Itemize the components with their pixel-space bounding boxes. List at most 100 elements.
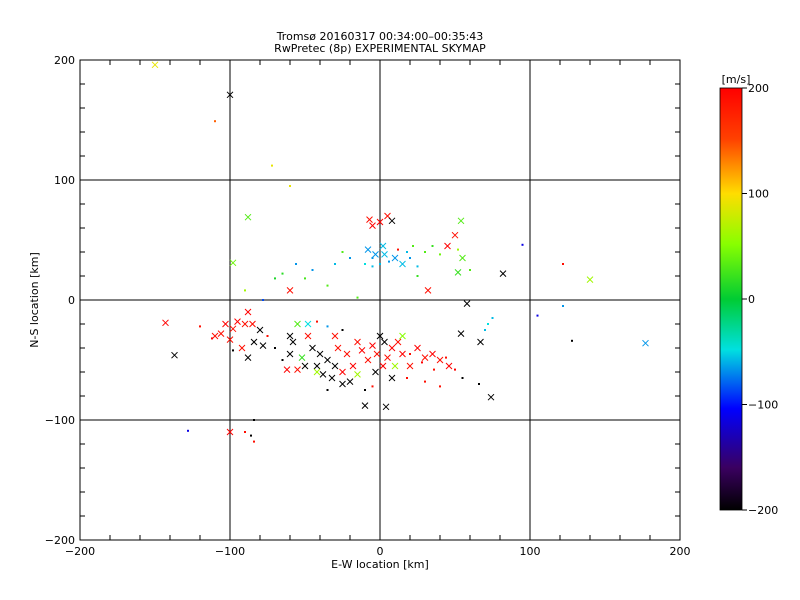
data-point-cross [244, 213, 252, 221]
data-point-cross [241, 320, 249, 328]
data-point-cross [391, 254, 399, 262]
cross-stroke [445, 362, 453, 370]
data-point-cross [388, 217, 396, 225]
cross-stroke [354, 371, 361, 378]
data-point-cross [250, 338, 258, 346]
colorbar: [m/s] 200 100 0 −100 −200 [719, 73, 778, 517]
data-point-cross [586, 276, 594, 283]
cross-stroke [249, 320, 256, 328]
data-point-cross [445, 362, 453, 370]
cross-stroke [226, 336, 234, 343]
cross-stroke [424, 287, 432, 294]
data-point-cross [256, 326, 264, 334]
data-point-dot [289, 185, 291, 187]
data-point-cross [234, 318, 241, 325]
cross-stroke [259, 342, 267, 349]
cross-stroke [372, 251, 379, 258]
data-point-cross [372, 368, 379, 376]
data-point-cross [369, 222, 376, 229]
cross-stroke [229, 259, 237, 267]
data-point-dot [271, 164, 273, 167]
data-point-dot [281, 359, 284, 361]
data-point-cross [151, 61, 159, 69]
data-point-dot [562, 305, 564, 307]
data-point-dot [388, 260, 390, 263]
data-point-cross [424, 287, 432, 294]
cross-stroke [151, 61, 159, 69]
data-point-cross [381, 251, 388, 258]
data-point-dot [484, 329, 486, 331]
cross-stroke [217, 330, 225, 337]
cross-stroke [457, 330, 465, 337]
cross-stroke [381, 338, 388, 346]
data-point-dot [341, 251, 344, 253]
data-point-cross [477, 338, 484, 346]
cross-stroke [309, 344, 316, 352]
data-point-cross [358, 347, 366, 354]
cross-stroke [376, 332, 384, 340]
colorbar-tick-label: 0 [748, 293, 755, 306]
cross-stroke [171, 351, 178, 359]
data-point-dot [439, 253, 441, 256]
data-point-dot [304, 277, 306, 280]
data-point-dot [406, 377, 408, 379]
data-point-cross [309, 344, 316, 352]
data-point-dot [364, 389, 366, 391]
data-point-dot [253, 419, 255, 421]
colorbar-ticks: 200 100 0 −100 −200 [742, 82, 778, 517]
cross-stroke [388, 217, 396, 225]
cross-stroke [384, 354, 391, 361]
grid-lines [80, 60, 680, 540]
data-point-dot [311, 269, 314, 271]
cross-stroke [286, 350, 294, 358]
data-point-dot [232, 349, 234, 352]
y-tick-label: −200 [45, 534, 75, 547]
x-axis-label: E-W location [km] [331, 558, 429, 571]
data-point-cross [319, 371, 327, 378]
cross-stroke [346, 378, 354, 385]
cross-stroke [364, 356, 372, 364]
data-point-dot [439, 385, 441, 388]
data-point-cross [451, 231, 459, 239]
data-point-dot [274, 347, 276, 349]
data-point-dot [371, 265, 374, 268]
data-point-cross [454, 269, 462, 276]
data-point-cross [286, 350, 294, 358]
data-point-dot [412, 245, 414, 247]
data-point-cross [343, 350, 351, 358]
data-point-dot [421, 361, 423, 364]
data-point-cross [499, 270, 507, 277]
data-point-cross [444, 242, 451, 250]
data-point-dot [406, 251, 408, 253]
cross-stroke [429, 350, 436, 358]
data-point-cross [487, 393, 495, 401]
data-point-dot [250, 434, 252, 437]
cross-stroke [313, 362, 321, 370]
data-point-cross [334, 344, 342, 352]
cross-stroke [349, 362, 357, 370]
data-point-dot [253, 440, 255, 443]
data-point-cross [381, 338, 388, 346]
data-point-dot [409, 353, 411, 355]
data-point-dot [469, 269, 471, 271]
data-point-cross [324, 356, 331, 364]
cross-stroke [379, 362, 387, 370]
data-point-dot [364, 263, 366, 265]
cross-stroke [354, 338, 361, 346]
colorbar-tick-label: −200 [748, 504, 778, 517]
cross-stroke [382, 403, 390, 411]
cross-stroke [366, 216, 373, 223]
data-point-dot [326, 325, 329, 328]
cross-stroke [384, 212, 391, 220]
data-point-cross [226, 91, 234, 99]
cross-stroke [229, 325, 237, 333]
data-point-cross [249, 320, 256, 328]
cross-stroke [372, 368, 379, 376]
colorbar-label: [m/s] [722, 73, 751, 86]
data-point-cross [463, 300, 471, 307]
y-tick-labels: −200 −100 0 100 200 [45, 54, 75, 547]
x-tick-labels: −200 −100 0 100 200 [65, 545, 691, 558]
data-point-cross [457, 217, 465, 225]
data-point-dot [445, 356, 447, 359]
chart-subtitle: RwPretec (8p) EXPERIMENTAL SKYMAP [274, 42, 486, 55]
